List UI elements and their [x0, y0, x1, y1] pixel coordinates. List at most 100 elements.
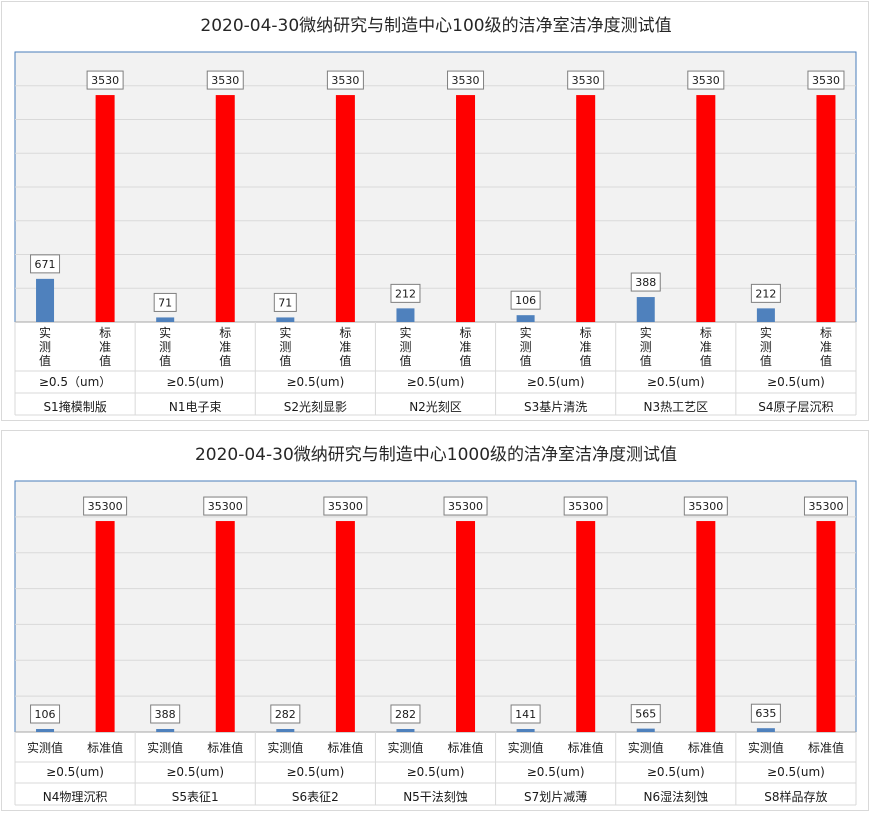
data-label-box	[750, 283, 781, 303]
data-label-box	[510, 704, 541, 724]
data-label-box	[447, 70, 485, 90]
bar-measured	[156, 317, 175, 322]
series-label: 标准值	[460, 326, 472, 368]
data-label: 35300	[688, 500, 723, 513]
bar-measured	[36, 729, 55, 732]
bar-standard	[335, 95, 355, 322]
data-label: 3530	[452, 74, 480, 87]
particle-size-label: ≥0.5(um)	[407, 375, 465, 389]
series-label: 实测值	[399, 325, 411, 368]
data-label: 635	[755, 707, 776, 720]
data-label-box	[153, 292, 177, 312]
data-label-box	[30, 704, 61, 724]
bar-standard	[576, 95, 596, 322]
data-label: 141	[515, 708, 536, 721]
data-label-box	[443, 496, 488, 516]
particle-size-label: ≥0.5(um)	[767, 765, 825, 779]
series-label: 标准值	[688, 740, 724, 755]
category-label: N6湿法刻蚀	[643, 789, 708, 804]
data-label: 35300	[808, 500, 843, 513]
series-label: 实测值	[39, 325, 51, 368]
category-label: N2光刻区	[409, 400, 462, 414]
data-label-box	[750, 703, 781, 723]
data-label: 106	[35, 708, 56, 721]
data-label-box	[390, 283, 421, 303]
bar-measured	[756, 728, 775, 732]
data-label-box	[270, 704, 301, 724]
data-label: 671	[35, 258, 56, 271]
data-label: 3530	[812, 74, 840, 87]
bar-measured	[396, 308, 415, 322]
bar-standard	[215, 521, 235, 732]
category-label: S1掩模制版	[43, 400, 106, 414]
series-label: 实测值	[27, 740, 63, 755]
particle-size-label: ≥0.5(um)	[46, 765, 104, 779]
particle-size-label: ≥0.5（um）	[39, 375, 111, 389]
series-label: 实测值	[387, 740, 423, 755]
bar-measured	[636, 728, 655, 732]
bar-measured	[516, 315, 535, 322]
chart-1000-svg: 2020-04-30微纳研究与制造中心1000级的洁净室洁净度测试值 106 实测值…	[14, 445, 857, 806]
series-label: 标准值	[700, 326, 712, 368]
data-label-box	[273, 292, 297, 312]
series-label: 实测值	[279, 325, 291, 368]
data-label: 282	[275, 708, 296, 721]
bar-measured	[276, 317, 295, 322]
data-label-box	[390, 704, 421, 724]
series-label: 标准值	[568, 740, 604, 755]
series-label: 标准值	[820, 326, 832, 368]
category-label: N5干法刻蚀	[403, 790, 468, 804]
data-label-box	[83, 496, 128, 516]
bar-standard	[335, 521, 355, 732]
series-label: 实测值	[628, 740, 664, 755]
data-label-box	[687, 70, 725, 90]
data-label: 565	[635, 708, 656, 721]
data-label: 71	[158, 296, 172, 309]
category-label: N4物理沉积	[43, 790, 108, 804]
category-label: N3热工艺区	[643, 400, 708, 414]
data-label-box	[323, 496, 368, 516]
particle-size-label: ≥0.5(um)	[647, 765, 705, 779]
data-label: 71	[278, 296, 292, 309]
category-label: N1电子束	[169, 400, 222, 414]
series-label: 实测值	[267, 740, 303, 755]
series-label: 标准值	[327, 740, 363, 755]
data-label: 35300	[448, 500, 483, 513]
particle-size-label: ≥0.5(um)	[647, 375, 705, 389]
bar-measured	[396, 729, 415, 732]
data-label-box	[567, 70, 605, 90]
series-label: 标准值	[580, 326, 592, 368]
data-label: 282	[395, 708, 416, 721]
category-label: S3基片清洗	[524, 400, 587, 414]
series-label: 实测值	[760, 325, 772, 368]
bar-measured	[36, 278, 55, 322]
data-label: 3530	[211, 74, 239, 87]
series-label: 实测值	[508, 740, 544, 755]
data-label-box	[630, 704, 661, 724]
data-label-box	[30, 254, 61, 274]
data-label-box	[563, 496, 608, 516]
category-label: S4原子层沉积	[758, 400, 833, 414]
series-label: 实测值	[520, 325, 532, 368]
particle-size-label: ≥0.5(um)	[166, 765, 224, 779]
particle-size-label: ≥0.5(um)	[166, 375, 224, 389]
particle-size-label: ≥0.5(um)	[407, 765, 465, 779]
particle-size-label: ≥0.5(um)	[527, 765, 585, 779]
bar-measured	[516, 729, 535, 732]
plot-area	[14, 480, 857, 733]
data-label: 35300	[208, 500, 243, 513]
data-label-box	[326, 70, 364, 90]
bar-standard	[696, 521, 716, 732]
data-label-box	[630, 272, 661, 292]
particle-size-label: ≥0.5(um)	[286, 375, 344, 389]
particle-size-label: ≥0.5(um)	[527, 375, 585, 389]
bar-standard	[215, 95, 235, 322]
data-label: 3530	[91, 74, 119, 87]
series-label: 标准值	[207, 740, 243, 755]
data-label-box	[683, 496, 728, 516]
data-label: 35300	[328, 500, 363, 513]
chart-100-svg: 2020-04-30微纳研究与制造中心100级的洁净室洁净度测试值 671 实测值 3…	[14, 16, 857, 416]
bar-standard	[816, 95, 836, 322]
series-label: 标准值	[448, 740, 484, 755]
bar-standard	[696, 95, 716, 322]
